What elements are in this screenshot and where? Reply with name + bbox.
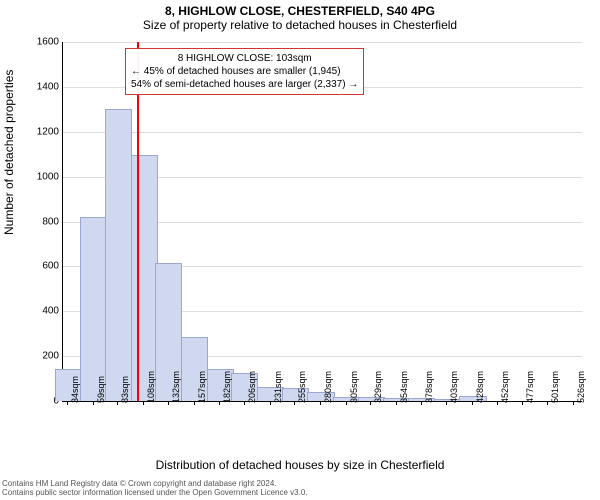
license-footer: Contains HM Land Registry data © Crown c… xyxy=(2,479,598,498)
x-tick-label: 305sqm xyxy=(349,371,359,403)
x-tick-mark xyxy=(472,401,473,405)
y-tick-label: 200 xyxy=(42,351,59,362)
x-tick-mark xyxy=(244,401,245,405)
x-tick-label: 403sqm xyxy=(449,371,459,403)
x-tick-label: 501sqm xyxy=(550,371,560,403)
x-tick-label: 83sqm xyxy=(120,376,130,403)
page-title: 8, HIGHLOW CLOSE, CHESTERFIELD, S40 4PG xyxy=(0,4,600,18)
x-tick-label: 280sqm xyxy=(323,371,333,403)
x-tick-label: 255sqm xyxy=(297,371,307,403)
annotation-line: 8 HIGHLOW CLOSE: 103sqm xyxy=(131,52,358,65)
x-tick-mark xyxy=(320,401,321,405)
x-tick-label: 157sqm xyxy=(197,371,207,403)
x-tick-mark xyxy=(168,401,169,405)
x-tick-mark xyxy=(396,401,397,405)
x-tick-mark xyxy=(194,401,195,405)
y-tick-label: 1200 xyxy=(37,126,59,137)
x-tick-label: 59sqm xyxy=(96,376,106,403)
page-subtitle: Size of property relative to detached ho… xyxy=(0,18,600,32)
x-tick-mark xyxy=(346,401,347,405)
y-tick-label: 1000 xyxy=(37,171,59,182)
x-tick-mark xyxy=(547,401,548,405)
x-tick-mark xyxy=(270,401,271,405)
x-tick-mark xyxy=(446,401,447,405)
x-tick-label: 378sqm xyxy=(424,371,434,403)
y-tick-label: 1600 xyxy=(37,37,59,48)
x-tick-mark xyxy=(370,401,371,405)
x-tick-label: 182sqm xyxy=(222,371,232,403)
x-tick-label: 526sqm xyxy=(576,371,586,403)
x-tick-label: 428sqm xyxy=(475,371,485,403)
y-tick-label: 800 xyxy=(42,216,59,227)
x-tick-label: 452sqm xyxy=(500,371,510,403)
footer-line-2: Contains public sector information licen… xyxy=(2,488,598,498)
x-tick-mark xyxy=(67,401,68,405)
x-tick-mark xyxy=(421,401,422,405)
property-marker-line xyxy=(137,42,139,401)
x-tick-label: 34sqm xyxy=(70,376,80,403)
annotation-line: 54% of semi-detached houses are larger (… xyxy=(131,78,358,91)
histogram-plot: 0200400600800100012001400160034sqm59sqm8… xyxy=(62,42,582,402)
annotation-line: ← 45% of detached houses are smaller (1,… xyxy=(131,65,358,78)
x-tick-label: 329sqm xyxy=(373,371,383,403)
x-tick-mark xyxy=(117,401,118,405)
x-tick-mark xyxy=(294,401,295,405)
y-axis-label: Number of detached properties xyxy=(2,70,16,235)
histogram-bar xyxy=(105,109,132,401)
x-tick-label: 354sqm xyxy=(399,371,409,403)
x-tick-mark xyxy=(573,401,574,405)
annotation-box: 8 HIGHLOW CLOSE: 103sqm← 45% of detached… xyxy=(125,48,364,95)
x-tick-mark xyxy=(522,401,523,405)
x-tick-label: 477sqm xyxy=(525,371,535,403)
x-tick-label: 206sqm xyxy=(247,371,257,403)
x-axis-label: Distribution of detached houses by size … xyxy=(0,458,600,472)
footer-line-1: Contains HM Land Registry data © Crown c… xyxy=(2,479,598,489)
histogram-bar xyxy=(131,155,158,401)
x-tick-label: 132sqm xyxy=(171,371,181,403)
histogram-bar xyxy=(80,217,107,401)
gridline xyxy=(63,132,582,133)
gridline xyxy=(63,42,582,43)
y-tick-label: 1400 xyxy=(37,81,59,92)
x-tick-mark xyxy=(219,401,220,405)
x-tick-mark xyxy=(143,401,144,405)
x-tick-mark xyxy=(497,401,498,405)
x-tick-label: 108sqm xyxy=(146,371,156,403)
y-tick-label: 400 xyxy=(42,306,59,317)
y-tick-label: 600 xyxy=(42,261,59,272)
x-tick-label: 231sqm xyxy=(273,371,283,403)
x-tick-mark xyxy=(93,401,94,405)
